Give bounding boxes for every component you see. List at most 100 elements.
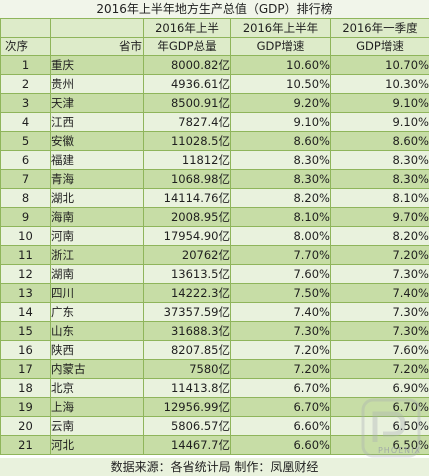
h1-growth-cell: 8.10% bbox=[230, 207, 331, 227]
rank-cell: 10 bbox=[0, 226, 51, 246]
h1-growth-cell: 7.30% bbox=[230, 321, 331, 341]
gdp-cell: 13613.5亿 bbox=[143, 264, 231, 284]
h1-growth-cell: 8.60% bbox=[230, 131, 331, 151]
header-rank: 次序 bbox=[0, 37, 51, 56]
gdp-cell: 11812亿 bbox=[143, 150, 231, 170]
table-row: 9 海南 2008.95亿 8.10% 9.70% bbox=[0, 207, 429, 227]
h1-growth-cell: 10.60% bbox=[230, 55, 331, 75]
table-row: 11 浙江 20762亿 7.70% 7.20% bbox=[0, 245, 429, 265]
q1-growth-cell: 8.30% bbox=[330, 150, 429, 170]
q1-growth-cell: 7.30% bbox=[330, 302, 429, 322]
h1-growth-cell: 9.10% bbox=[230, 112, 331, 132]
q1-growth-cell: 6.90% bbox=[330, 378, 429, 398]
header-q1-growth: GDP增速 bbox=[330, 37, 429, 56]
h1-growth-cell: 9.20% bbox=[230, 93, 331, 113]
gdp-cell: 11413.8亿 bbox=[143, 378, 231, 398]
header-province-top bbox=[50, 18, 144, 38]
table-row: 10 河南 17954.90亿 8.00% 8.20% bbox=[0, 226, 429, 246]
q1-growth-cell: 8.20% bbox=[330, 226, 429, 246]
q1-growth-cell: 10.30% bbox=[330, 74, 429, 94]
gdp-cell: 14222.3亿 bbox=[143, 283, 231, 303]
header-gdp-top: 2016年上半 bbox=[143, 18, 231, 38]
q1-growth-cell: 7.30% bbox=[330, 264, 429, 284]
rank-cell: 5 bbox=[0, 131, 51, 151]
table-row: 16 陕西 8207.85亿 7.20% 7.60% bbox=[0, 340, 429, 360]
h1-growth-cell: 8.20% bbox=[230, 188, 331, 208]
gdp-cell: 1068.98亿 bbox=[143, 169, 231, 189]
header-rank-top bbox=[0, 18, 51, 38]
q1-growth-cell: 8.60% bbox=[330, 131, 429, 151]
province-cell: 重庆 bbox=[50, 55, 144, 75]
province-cell: 河北 bbox=[50, 435, 144, 455]
gdp-table: 2016年上半 2016年上半年 2016年一季度 次序 省市 年GDP总量 G… bbox=[0, 18, 429, 455]
h1-growth-cell: 6.70% bbox=[230, 378, 331, 398]
province-cell: 云南 bbox=[50, 416, 144, 436]
table-row: 19 上海 12956.99亿 6.70% 6.70% bbox=[0, 397, 429, 417]
h1-growth-cell: 10.50% bbox=[230, 74, 331, 94]
province-cell: 福建 bbox=[50, 150, 144, 170]
province-cell: 广东 bbox=[50, 302, 144, 322]
q1-growth-cell: 7.60% bbox=[330, 340, 429, 360]
rank-cell: 1 bbox=[0, 55, 51, 75]
header-q1-growth-top: 2016年一季度 bbox=[330, 18, 429, 38]
h1-growth-cell: 8.30% bbox=[230, 169, 331, 189]
province-cell: 天津 bbox=[50, 93, 144, 113]
header-row-1: 2016年上半 2016年上半年 2016年一季度 bbox=[0, 18, 429, 38]
q1-growth-cell: 7.20% bbox=[330, 359, 429, 379]
h1-growth-cell: 6.70% bbox=[230, 397, 331, 417]
province-cell: 海南 bbox=[50, 207, 144, 227]
header-h1-growth-top: 2016年上半年 bbox=[230, 18, 331, 38]
province-cell: 四川 bbox=[50, 283, 144, 303]
province-cell: 内蒙古 bbox=[50, 359, 144, 379]
province-cell: 陕西 bbox=[50, 340, 144, 360]
gdp-cell: 8207.85亿 bbox=[143, 340, 231, 360]
gdp-cell: 37357.59亿 bbox=[143, 302, 231, 322]
table-body: 1 重庆 8000.82亿 10.60% 10.70% 2 贵州 4936.61亿 10.50%… bbox=[0, 55, 429, 455]
rank-cell: 11 bbox=[0, 245, 51, 265]
gdp-cell: 7580亿 bbox=[143, 359, 231, 379]
h1-growth-cell: 7.50% bbox=[230, 283, 331, 303]
rank-cell: 3 bbox=[0, 93, 51, 113]
table-row: 15 山东 31688.3亿 7.30% 7.30% bbox=[0, 321, 429, 341]
q1-growth-cell: 7.40% bbox=[330, 283, 429, 303]
q1-growth-cell: 10.70% bbox=[330, 55, 429, 75]
h1-growth-cell: 8.00% bbox=[230, 226, 331, 246]
rank-cell: 20 bbox=[0, 416, 51, 436]
rank-cell: 4 bbox=[0, 112, 51, 132]
q1-growth-cell: 7.20% bbox=[330, 245, 429, 265]
rank-cell: 13 bbox=[0, 283, 51, 303]
header-gdp: 年GDP总量 bbox=[143, 37, 231, 56]
province-cell: 河南 bbox=[50, 226, 144, 246]
rank-cell: 16 bbox=[0, 340, 51, 360]
source-footer: 数据来源：各省统计局 制作：凤凰财经 bbox=[0, 458, 429, 476]
rank-cell: 6 bbox=[0, 150, 51, 170]
rank-cell: 2 bbox=[0, 74, 51, 94]
province-cell: 湖南 bbox=[50, 264, 144, 284]
q1-growth-cell: 6.50% bbox=[330, 416, 429, 436]
province-cell: 青海 bbox=[50, 169, 144, 189]
table-row: 1 重庆 8000.82亿 10.60% 10.70% bbox=[0, 55, 429, 75]
h1-growth-cell: 7.20% bbox=[230, 340, 331, 360]
h1-growth-cell: 8.30% bbox=[230, 150, 331, 170]
rank-cell: 19 bbox=[0, 397, 51, 417]
h1-growth-cell: 7.40% bbox=[230, 302, 331, 322]
gdp-cell: 14467.7亿 bbox=[143, 435, 231, 455]
rank-cell: 8 bbox=[0, 188, 51, 208]
table-row: 4 江西 7827.4亿 9.10% 9.10% bbox=[0, 112, 429, 132]
header-province: 省市 bbox=[50, 37, 144, 56]
province-cell: 上海 bbox=[50, 397, 144, 417]
gdp-cell: 11028.5亿 bbox=[143, 131, 231, 151]
q1-growth-cell: 9.10% bbox=[330, 93, 429, 113]
header-h1-growth: GDP增速 bbox=[230, 37, 331, 56]
table-row: 17 内蒙古 7580亿 7.20% 7.20% bbox=[0, 359, 429, 379]
rank-cell: 21 bbox=[0, 435, 51, 455]
h1-growth-cell: 7.70% bbox=[230, 245, 331, 265]
rank-cell: 15 bbox=[0, 321, 51, 341]
gdp-cell: 14114.76亿 bbox=[143, 188, 231, 208]
province-cell: 北京 bbox=[50, 378, 144, 398]
gdp-cell: 8500.91亿 bbox=[143, 93, 231, 113]
table-row: 8 湖北 14114.76亿 8.20% 8.10% bbox=[0, 188, 429, 208]
q1-growth-cell: 6.70% bbox=[330, 397, 429, 417]
rank-cell: 18 bbox=[0, 378, 51, 398]
